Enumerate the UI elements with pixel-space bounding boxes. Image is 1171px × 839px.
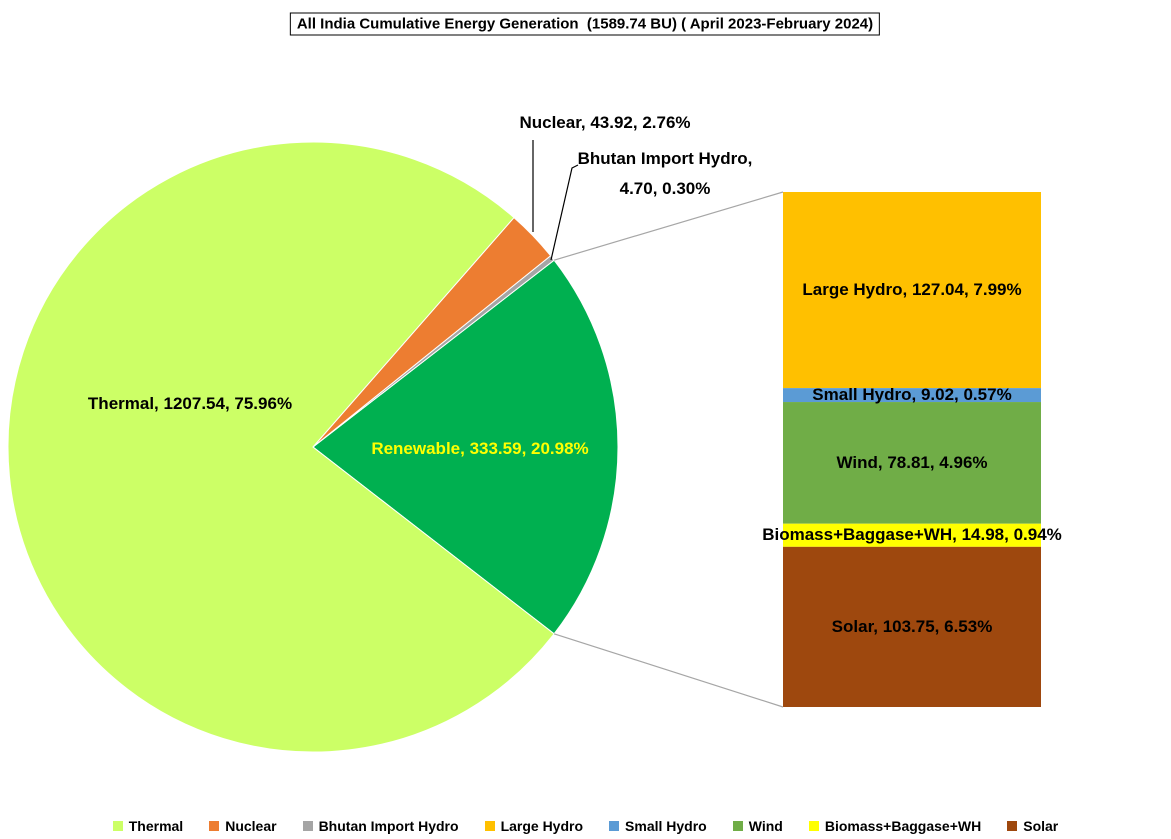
legend-label: Large Hydro [500,818,584,834]
legend-item: Bhutan Import Hydro [302,818,459,834]
legend-swatch [302,821,313,831]
bar-segment [783,192,1041,389]
data-label: Biomass+Baggase+WH, 14.98, 0.94% [762,525,1062,545]
legend: Thermal Nuclear Bhutan Import Hydro Large H… [0,818,1171,834]
data-label: Nuclear, 43.92, 2.76% [519,113,691,132]
connector-line [553,191,784,261]
legend-item: Thermal [112,818,184,834]
pie-slice [312,259,619,635]
bar-segment [783,388,1041,403]
data-label: Thermal, 1207.54, 75.96% [87,394,293,413]
legend-label: Nuclear [225,818,277,834]
chart-title: All India Cumulative Energy Generation (… [289,12,881,36]
legend-swatch [609,821,620,831]
legend-label: Small Hydro [625,818,707,834]
data-label: Wind, 78.81, 4.96% [836,452,988,472]
legend-label: Bhutan Import Hydro [318,818,459,834]
legend-label: Thermal [128,818,184,834]
bar-segment [783,523,1041,547]
legend-item: Biomass+Baggase+WH [808,818,982,834]
legend-item: Solar [1007,818,1058,834]
legend-label: Biomass+Baggase+WH [824,818,982,834]
legend-label: Wind [748,818,783,834]
legend-swatch [209,821,220,831]
legend-swatch [732,821,743,831]
bar-segment [783,402,1041,524]
data-label: Solar, 103.75, 6.53% [831,616,993,636]
pie-slice [7,141,555,753]
legend-item: Nuclear [209,818,277,834]
legend-swatch [484,821,495,831]
bar-segment [783,546,1041,707]
legend-swatch [1007,821,1018,831]
legend-swatch [808,821,819,831]
data-label: Bhutan Import Hydro, 4.70, 0.30% [577,149,753,198]
data-label: Large Hydro, 127.04, 7.99% [802,280,1022,300]
data-label: Renewable, 333.59, 20.98% [371,439,589,458]
legend-swatch [112,821,123,831]
legend-item: Small Hydro [609,818,707,834]
connector-line [553,633,784,708]
legend-label: Solar [1023,818,1059,834]
leader-line [550,164,579,261]
data-label: Small Hydro, 9.02, 0.57% [812,385,1012,405]
legend-item: Large Hydro [484,818,584,834]
legend-item: Wind [732,818,783,834]
